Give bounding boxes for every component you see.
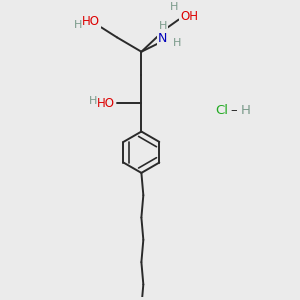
Text: H: H bbox=[173, 38, 182, 48]
Text: HO: HO bbox=[98, 97, 116, 110]
Text: –: – bbox=[230, 104, 237, 117]
Text: H: H bbox=[170, 2, 178, 12]
Text: H: H bbox=[74, 20, 82, 30]
Text: N: N bbox=[158, 32, 168, 45]
Text: H: H bbox=[88, 95, 97, 106]
Text: H: H bbox=[240, 104, 250, 117]
Text: Cl: Cl bbox=[215, 104, 228, 117]
Text: H: H bbox=[159, 21, 167, 31]
Text: OH: OH bbox=[180, 10, 198, 23]
Text: HO: HO bbox=[82, 15, 100, 28]
